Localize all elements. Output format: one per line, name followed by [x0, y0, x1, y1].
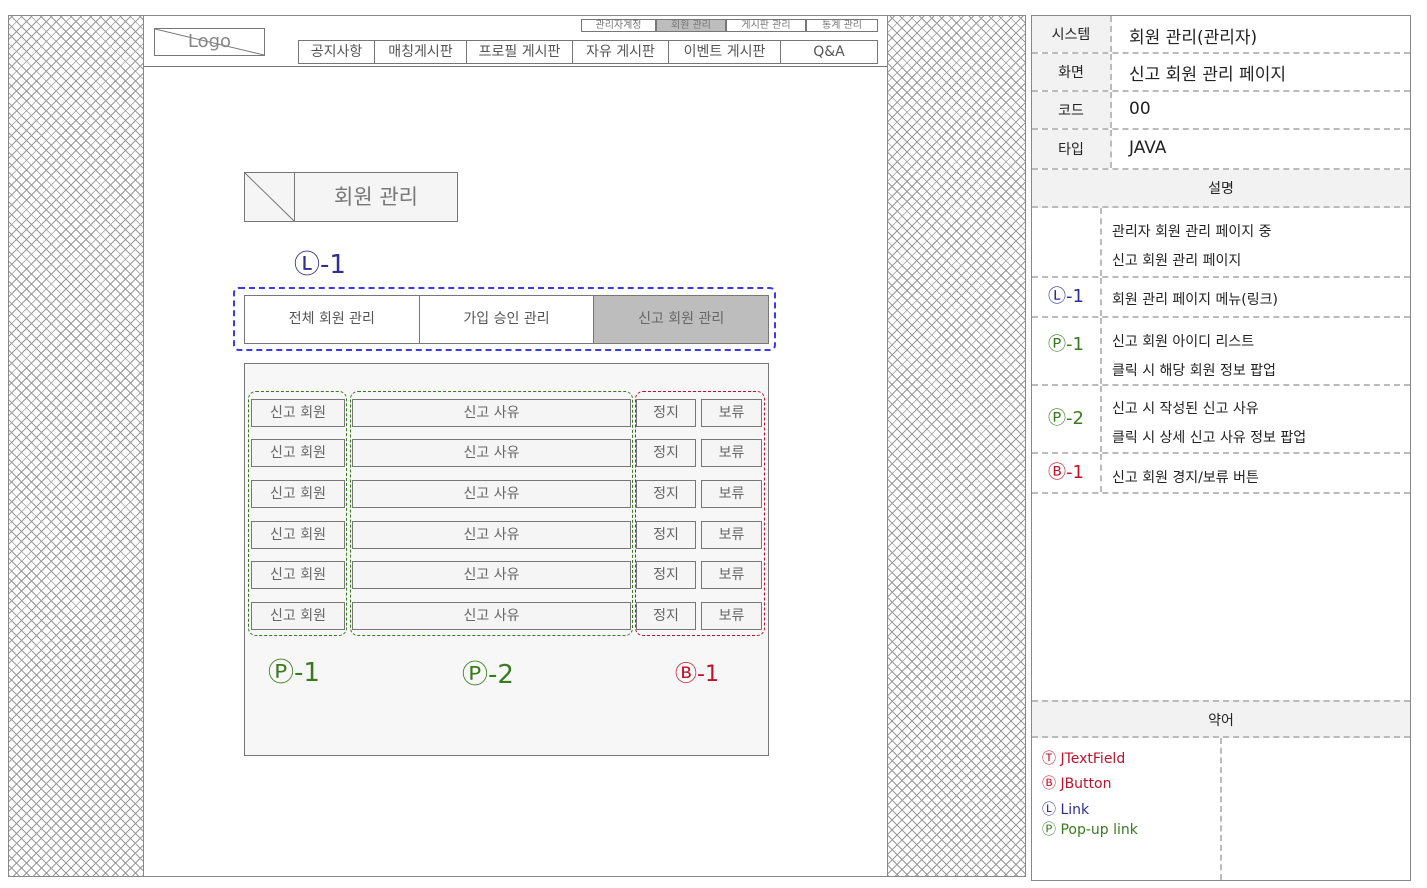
logo[interactable]: Logo	[154, 28, 265, 56]
right-hatch-area	[887, 15, 1026, 877]
spec-row-code: 코드 00	[1032, 92, 1410, 130]
page-title: 회원 관리	[334, 185, 418, 209]
tab-signup-approval[interactable]: 가입 승인 관리	[420, 296, 595, 343]
spec-desc-line: 회원 관리 페이지 메뉴(링크)	[1112, 292, 1278, 308]
logo-text: Logo	[187, 31, 232, 52]
spec-abbr-divider	[1220, 738, 1222, 880]
header-divider	[144, 66, 887, 67]
nav-item-notice[interactable]: 공지사항	[299, 41, 375, 63]
tab-reported-members[interactable]: 신고 회원 관리	[594, 296, 769, 343]
spec-desc-line: 신고 회원 아이디 리스트	[1112, 334, 1255, 350]
report-reason-link[interactable]: 신고 사유	[352, 521, 631, 549]
spec-desc-row: Ⓑ-1 신고 회원 경지/보류 버튼	[1032, 454, 1410, 494]
nav-item-qna[interactable]: Q&A	[813, 44, 845, 60]
spec-desc-key: Ⓛ-1	[1032, 278, 1102, 316]
page-mockup: 관리자계정 회원 관리 게시판 관리 통계 관리 Logo 공지사항 매칭게시판…	[143, 15, 888, 877]
util-link-statistics[interactable]: 통계 관리	[806, 19, 878, 32]
p1-annotation-frame	[248, 391, 347, 636]
hold-button[interactable]: 보류	[701, 399, 762, 427]
suspend-button[interactable]: 정지	[636, 521, 696, 549]
suspend-button[interactable]: 정지	[636, 561, 696, 589]
reported-member-link[interactable]: 신고 회원	[251, 399, 345, 427]
spec-abbr-header: 약어	[1032, 700, 1410, 738]
util-link-member-management[interactable]: 회원 관리	[656, 19, 726, 32]
spec-desc-key: Ⓑ-1	[1032, 454, 1102, 492]
reported-member-link[interactable]: 신고 회원	[251, 561, 345, 589]
util-link-admin-account[interactable]: 관리자계정	[581, 19, 656, 32]
util-link-board-management[interactable]: 게시판 관리	[726, 19, 806, 32]
spec-desc-line: 신고 시 작성된 신고 사유	[1112, 401, 1259, 417]
spec-panel: 시스템 회원 관리(관리자) 화면 신고 회원 관리 페이지 코드 00 타입 …	[1031, 15, 1411, 881]
reported-member-link[interactable]: 신고 회원	[251, 480, 345, 508]
spec-desc-line: 신고 회원 관리 페이지	[1112, 253, 1242, 269]
spec-value-code: 00	[1129, 99, 1151, 119]
tab-all-members[interactable]: 전체 회원 관리	[245, 296, 420, 343]
spec-row-system: 시스템 회원 관리(관리자)	[1032, 16, 1410, 54]
report-reason-link[interactable]: 신고 사유	[352, 480, 631, 508]
spec-desc-row: 관리자 회원 관리 페이지 중 신고 회원 관리 페이지	[1032, 208, 1410, 278]
reported-member-list-panel: 신고 회원 신고 사유 정지 보류 신고 회원 신고 사유 정지 보류 신고 회…	[244, 363, 769, 756]
spec-label-code: 코드	[1032, 92, 1112, 128]
spec-desc-header: 설명	[1032, 170, 1410, 208]
hold-button[interactable]: 보류	[701, 439, 762, 467]
report-reason-link[interactable]: 신고 사유	[352, 439, 631, 467]
nav-item-free-board[interactable]: 자유 게시판	[573, 41, 669, 63]
spec-desc-line: 신고 회원 경지/보류 버튼	[1112, 470, 1259, 486]
spec-desc-line: 관리자 회원 관리 페이지 중	[1112, 224, 1272, 240]
reported-member-link[interactable]: 신고 회원	[251, 602, 345, 630]
abbr-button: Ⓑ JButton	[1042, 776, 1112, 792]
p2-annotation-frame	[350, 391, 633, 636]
logo-placeholder-icon	[155, 29, 264, 55]
spec-desc-key	[1032, 208, 1102, 276]
spec-desc-row: Ⓛ-1 회원 관리 페이지 메뉴(링크)	[1032, 278, 1410, 318]
hold-button[interactable]: 보류	[701, 521, 762, 549]
spec-value-screen: 신고 회원 관리 페이지	[1129, 65, 1286, 85]
abbr-textfield: Ⓣ JTextField	[1042, 751, 1126, 767]
spec-row-type: 타입 JAVA	[1032, 130, 1410, 170]
spec-row-screen: 화면 신고 회원 관리 페이지	[1032, 54, 1410, 92]
suspend-button[interactable]: 정지	[636, 480, 696, 508]
nav-item-event-board[interactable]: 이벤트 게시판	[669, 41, 781, 63]
spec-desc-row: Ⓟ-2 신고 시 작성된 신고 사유 클릭 시 상세 신고 사유 정보 팝업	[1032, 386, 1410, 454]
reported-member-link[interactable]: 신고 회원	[251, 521, 345, 549]
marker-p2: Ⓟ-2	[462, 660, 514, 690]
marker-l1: Ⓛ-1	[294, 250, 346, 280]
spec-label-system: 시스템	[1032, 16, 1112, 52]
main-nav: 공지사항 매칭게시판 프로필 게시판 자유 게시판 이벤트 게시판 Q&A	[298, 40, 878, 64]
spec-value-type: JAVA	[1129, 138, 1167, 158]
tabs-annotation-frame	[233, 287, 776, 351]
reported-member-link[interactable]: 신고 회원	[251, 439, 345, 467]
spec-desc-line: 클릭 시 상세 신고 사유 정보 팝업	[1112, 430, 1307, 446]
marker-p1: Ⓟ-1	[268, 658, 320, 688]
abbr-link: Ⓛ Link	[1042, 802, 1090, 818]
nav-item-matching-board[interactable]: 매칭게시판	[375, 41, 467, 63]
b1-annotation-frame	[635, 391, 765, 636]
title-image-placeholder-icon	[245, 173, 295, 221]
suspend-button[interactable]: 정지	[636, 602, 696, 630]
suspend-button[interactable]: 정지	[636, 439, 696, 467]
page-title-box: 회원 관리	[244, 172, 458, 222]
spec-desc-key: Ⓟ-2	[1032, 386, 1102, 452]
spec-value-system: 회원 관리(관리자)	[1129, 28, 1258, 48]
hold-button[interactable]: 보류	[701, 480, 762, 508]
spec-desc-key: Ⓟ-1	[1032, 318, 1102, 384]
member-tabs: 전체 회원 관리 가입 승인 관리 신고 회원 관리	[244, 295, 769, 344]
spec-label-type: 타입	[1032, 130, 1112, 168]
report-reason-link[interactable]: 신고 사유	[352, 602, 631, 630]
spec-label-screen: 화면	[1032, 54, 1112, 90]
left-hatch-area	[8, 15, 144, 877]
suspend-button[interactable]: 정지	[636, 399, 696, 427]
report-reason-link[interactable]: 신고 사유	[352, 399, 631, 427]
marker-b1: Ⓑ-1	[675, 662, 719, 687]
spec-desc-row: Ⓟ-1 신고 회원 아이디 리스트 클릭 시 해당 회원 정보 팝업	[1032, 318, 1410, 386]
report-reason-link[interactable]: 신고 사유	[352, 561, 631, 589]
spec-desc-line: 클릭 시 해당 회원 정보 팝업	[1112, 363, 1276, 379]
hold-button[interactable]: 보류	[701, 561, 762, 589]
nav-item-profile-board[interactable]: 프로필 게시판	[467, 41, 573, 63]
hold-button[interactable]: 보류	[701, 602, 762, 630]
abbr-popup-link: Ⓟ Pop-up link	[1042, 822, 1138, 838]
